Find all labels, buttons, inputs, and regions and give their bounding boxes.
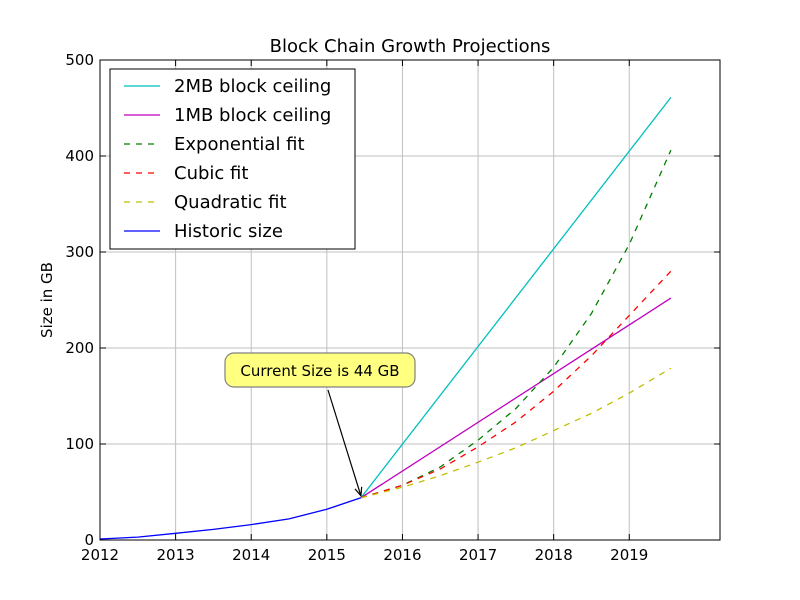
y-axis-label: Size in GB: [38, 262, 56, 338]
series-line-exponential-fit: [360, 149, 672, 499]
annotation-arrow: [327, 389, 362, 496]
x-tick-label: 2017: [459, 546, 497, 564]
legend-box: [109, 68, 356, 250]
x-tick-label: 2016: [383, 546, 421, 564]
legend-label: Quadratic fit: [174, 192, 287, 213]
legend-label: 2MB block ceiling: [174, 76, 331, 97]
annotation-box: [224, 352, 416, 388]
annotation: Current Size is 44 GB: [224, 352, 416, 498]
plot-frame: [99, 59, 721, 541]
x-tick-label: 2018: [535, 546, 573, 564]
y-tick-label: 200: [65, 339, 94, 357]
series-line-2mb-block-ceiling: [360, 97, 672, 499]
series-lines: [99, 97, 672, 540]
series-line-cubic-fit: [360, 270, 672, 499]
y-tick-label: 0: [84, 531, 94, 549]
x-tick-label: 2019: [610, 546, 648, 564]
annotation-text: Current Size is 44 GB: [240, 362, 399, 380]
x-tick-label: 2013: [157, 546, 195, 564]
x-tick-label: 2014: [232, 546, 270, 564]
legend-label: Historic size: [174, 221, 283, 242]
y-tick-label: 500: [65, 51, 94, 69]
x-tick-label: 2012: [81, 546, 119, 564]
legend-label: Exponential fit: [174, 134, 305, 155]
y-tick-label: 300: [65, 243, 94, 261]
annotation-arrowhead: [354, 486, 363, 498]
legend-label: 1MB block ceiling: [174, 105, 331, 126]
y-tick-label: 400: [65, 147, 94, 165]
chart-title: Block Chain Growth Projections: [270, 36, 551, 57]
series-line-historic-size: [99, 497, 362, 540]
y-tick-label: 100: [65, 435, 94, 453]
legend: 2MB block ceiling 1MB block ceiling Expone…: [109, 68, 356, 250]
axis-ticks: 2012 2013 2014 2015 2016 2017 2018 2019 0 100 200 3…: [65, 51, 720, 564]
series-line-1mb-block-ceiling: [360, 297, 672, 499]
x-tick-label: 2015: [308, 546, 346, 564]
legend-label: Cubic fit: [174, 163, 248, 184]
